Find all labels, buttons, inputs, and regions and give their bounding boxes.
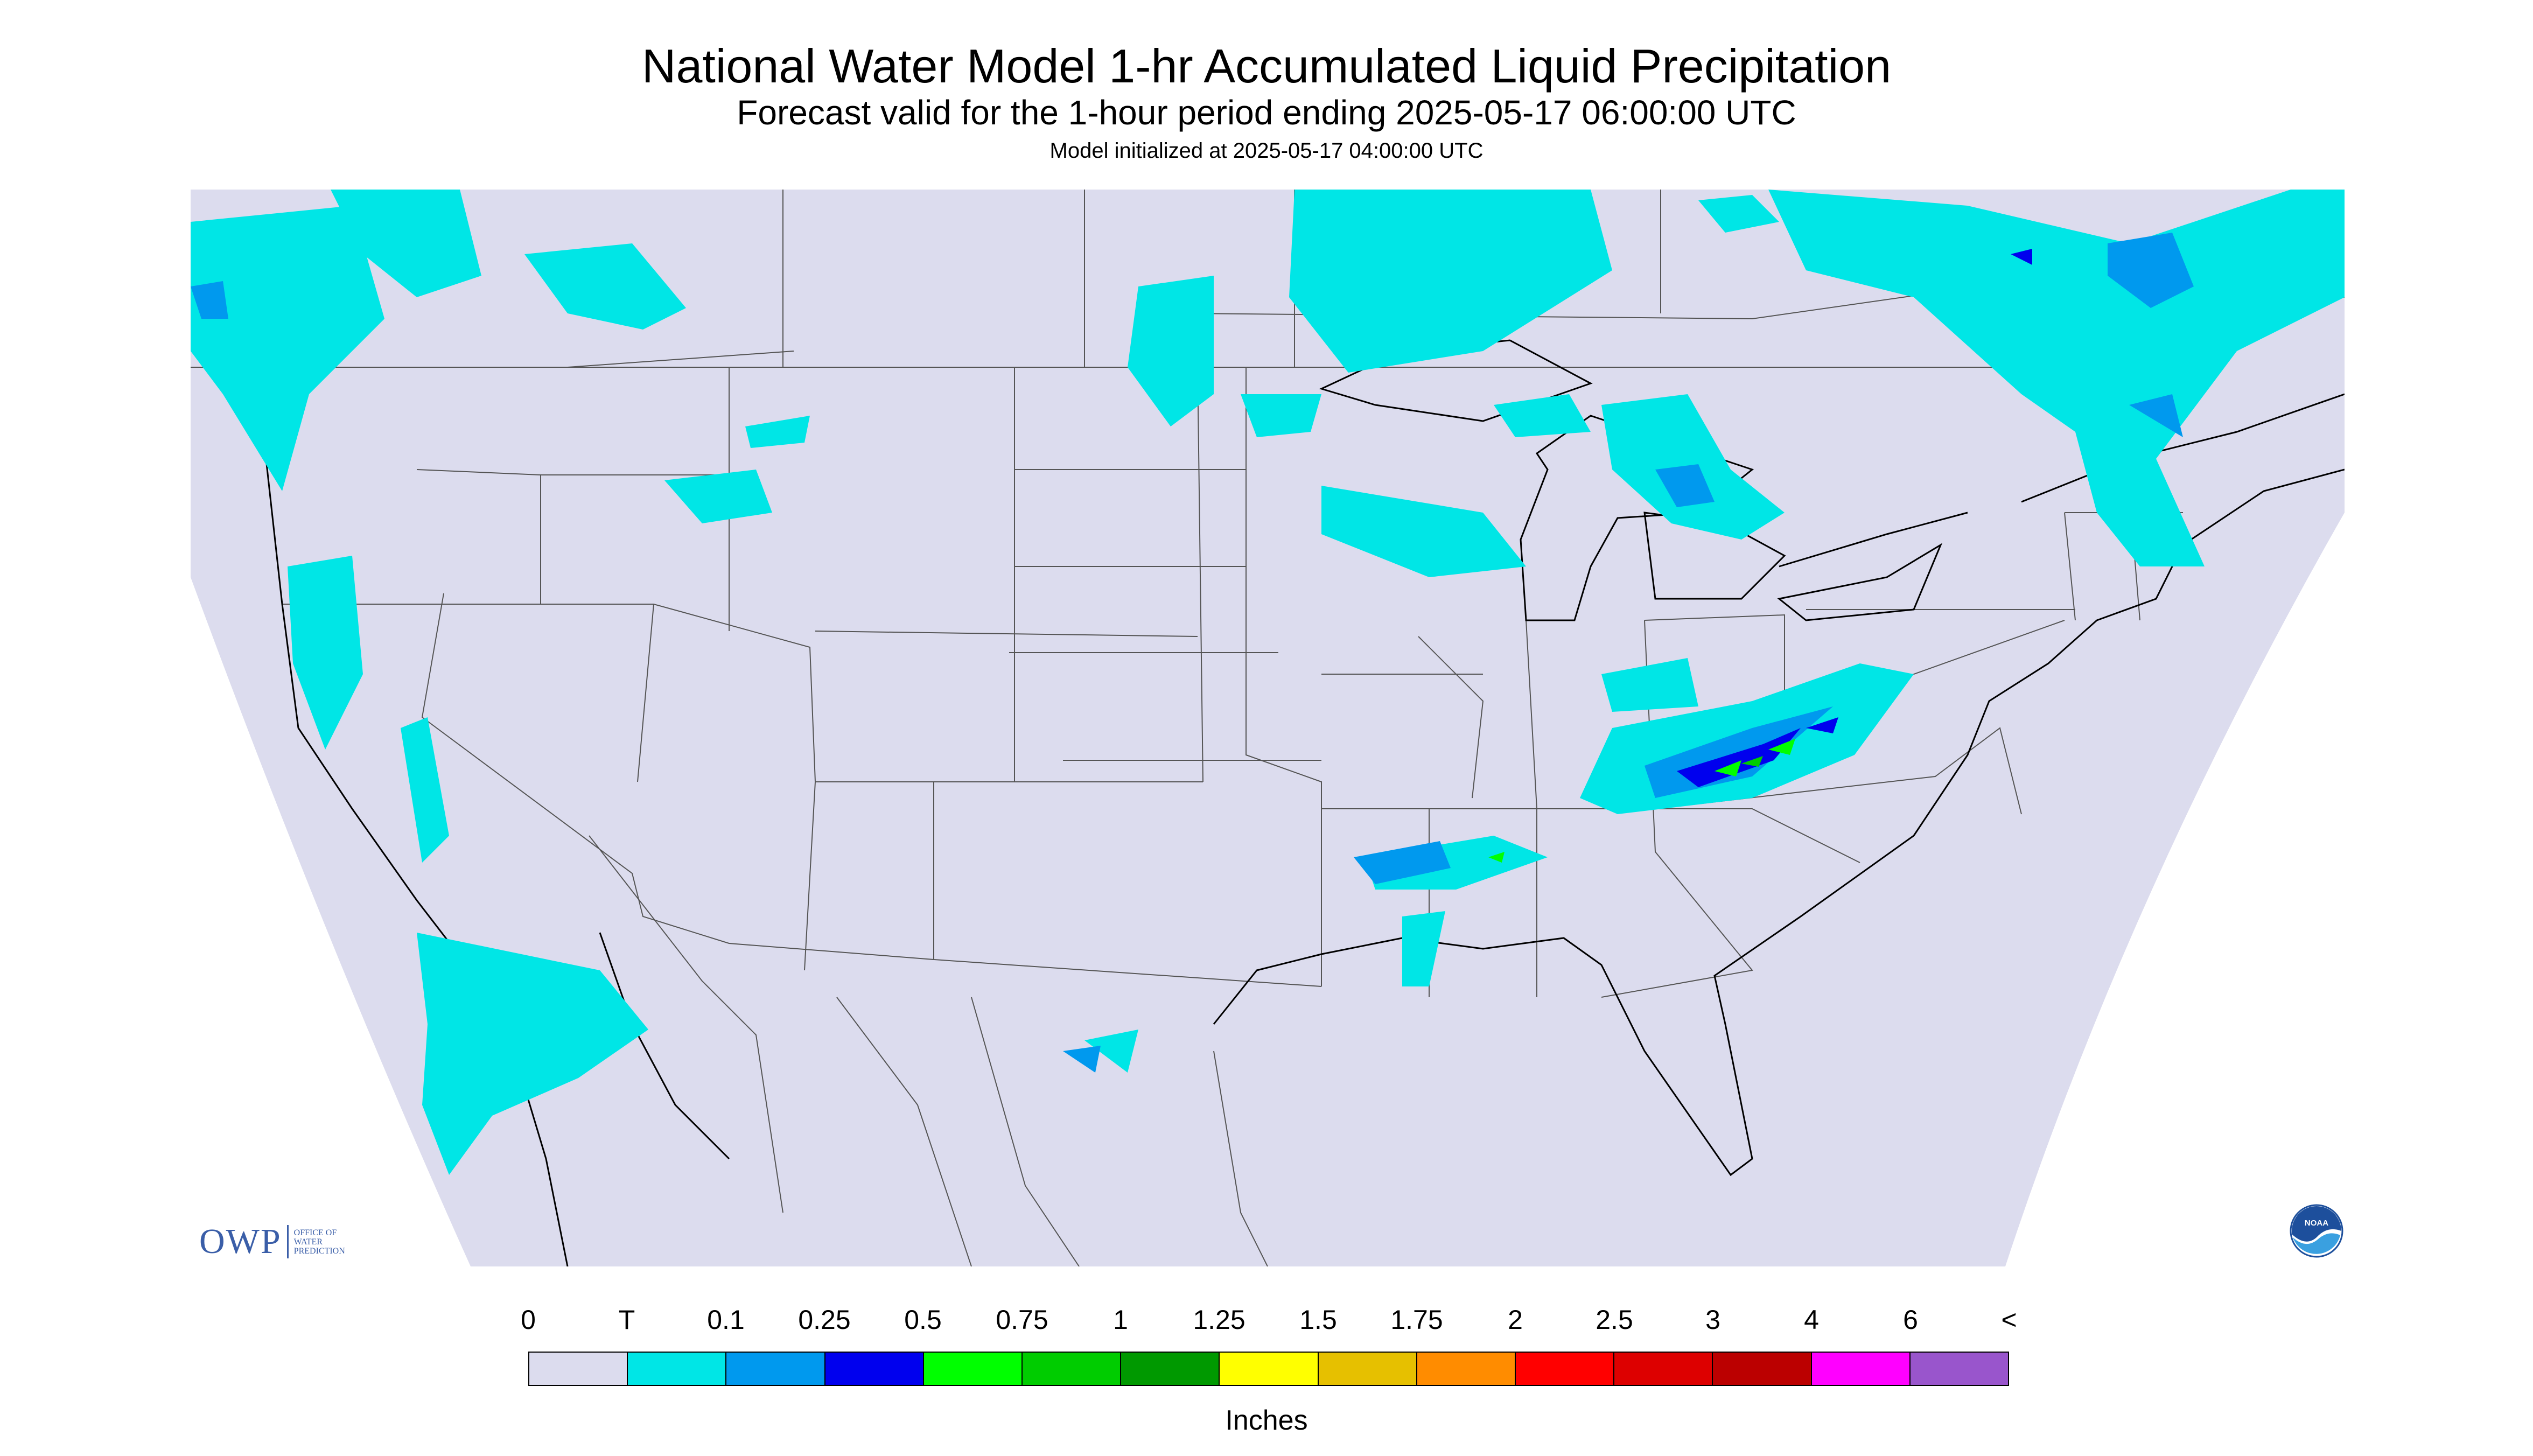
legend-units: Inches bbox=[1225, 1405, 1308, 1436]
legend-label: 0 bbox=[521, 1305, 536, 1335]
precip-0.75 bbox=[1741, 756, 1763, 767]
legend-label: 0.5 bbox=[904, 1305, 942, 1335]
legend-color-cell bbox=[1121, 1353, 1220, 1385]
legend-label: 6 bbox=[1903, 1305, 1918, 1335]
legend-label: 3 bbox=[1705, 1305, 1720, 1335]
precip-0.25 bbox=[1677, 249, 2032, 787]
legend-color-cell bbox=[1713, 1353, 1812, 1385]
legend-label: 2.5 bbox=[1596, 1305, 1633, 1335]
owp-logo-text: OFFICE OF WATER PREDICTION bbox=[293, 1228, 345, 1256]
owp-logo: OWP OFFICE OF WATER PREDICTION bbox=[199, 1221, 345, 1262]
owp-logo-divider bbox=[286, 1225, 289, 1258]
map-title: National Water Model 1-hr Accumulated Li… bbox=[641, 39, 1892, 93]
legend-color-cell bbox=[1811, 1353, 1911, 1385]
legend-label: 2 bbox=[1508, 1305, 1523, 1335]
legend-color-cell bbox=[1417, 1353, 1516, 1385]
legend-color-cell bbox=[1220, 1353, 1319, 1385]
legend-colorbar bbox=[528, 1352, 2009, 1386]
legend-color-cell bbox=[1910, 1353, 2009, 1385]
legend-color-cell bbox=[825, 1353, 924, 1385]
legend-label: 0.75 bbox=[996, 1305, 1048, 1335]
precip-0.5 bbox=[1488, 739, 1795, 863]
legend-label: 0.1 bbox=[707, 1305, 745, 1335]
noaa-logo-icon: NOAA bbox=[2290, 1204, 2343, 1258]
legend-label: 1.25 bbox=[1193, 1305, 1245, 1335]
legend-label: T bbox=[618, 1305, 635, 1335]
legend-color-cell bbox=[529, 1353, 628, 1385]
noaa-logo-text: NOAA bbox=[2305, 1219, 2328, 1228]
legend-label: < bbox=[2001, 1305, 2017, 1335]
legend-color-cell bbox=[1023, 1353, 1122, 1385]
legend-color-cell bbox=[726, 1353, 825, 1385]
legend-label: 1.75 bbox=[1390, 1305, 1443, 1335]
precipitation-map bbox=[191, 190, 2345, 1266]
legend-color-cell bbox=[1614, 1353, 1713, 1385]
legend-color-cell bbox=[923, 1353, 1023, 1385]
legend-label: 1.5 bbox=[1299, 1305, 1337, 1335]
legend-label: 4 bbox=[1804, 1305, 1819, 1335]
legend-color-cell bbox=[1516, 1353, 1615, 1385]
legend-label: 0.25 bbox=[798, 1305, 851, 1335]
map-subtitle: Forecast valid for the 1-hour period end… bbox=[737, 93, 1796, 132]
model-init-text: Model initialized at 2025-05-17 04:00:00… bbox=[1049, 139, 1484, 163]
owp-logo-mark: OWP bbox=[199, 1222, 282, 1261]
legend-color-cell bbox=[628, 1353, 727, 1385]
legend-label: 1 bbox=[1113, 1305, 1128, 1335]
legend-color-cell bbox=[1318, 1353, 1417, 1385]
